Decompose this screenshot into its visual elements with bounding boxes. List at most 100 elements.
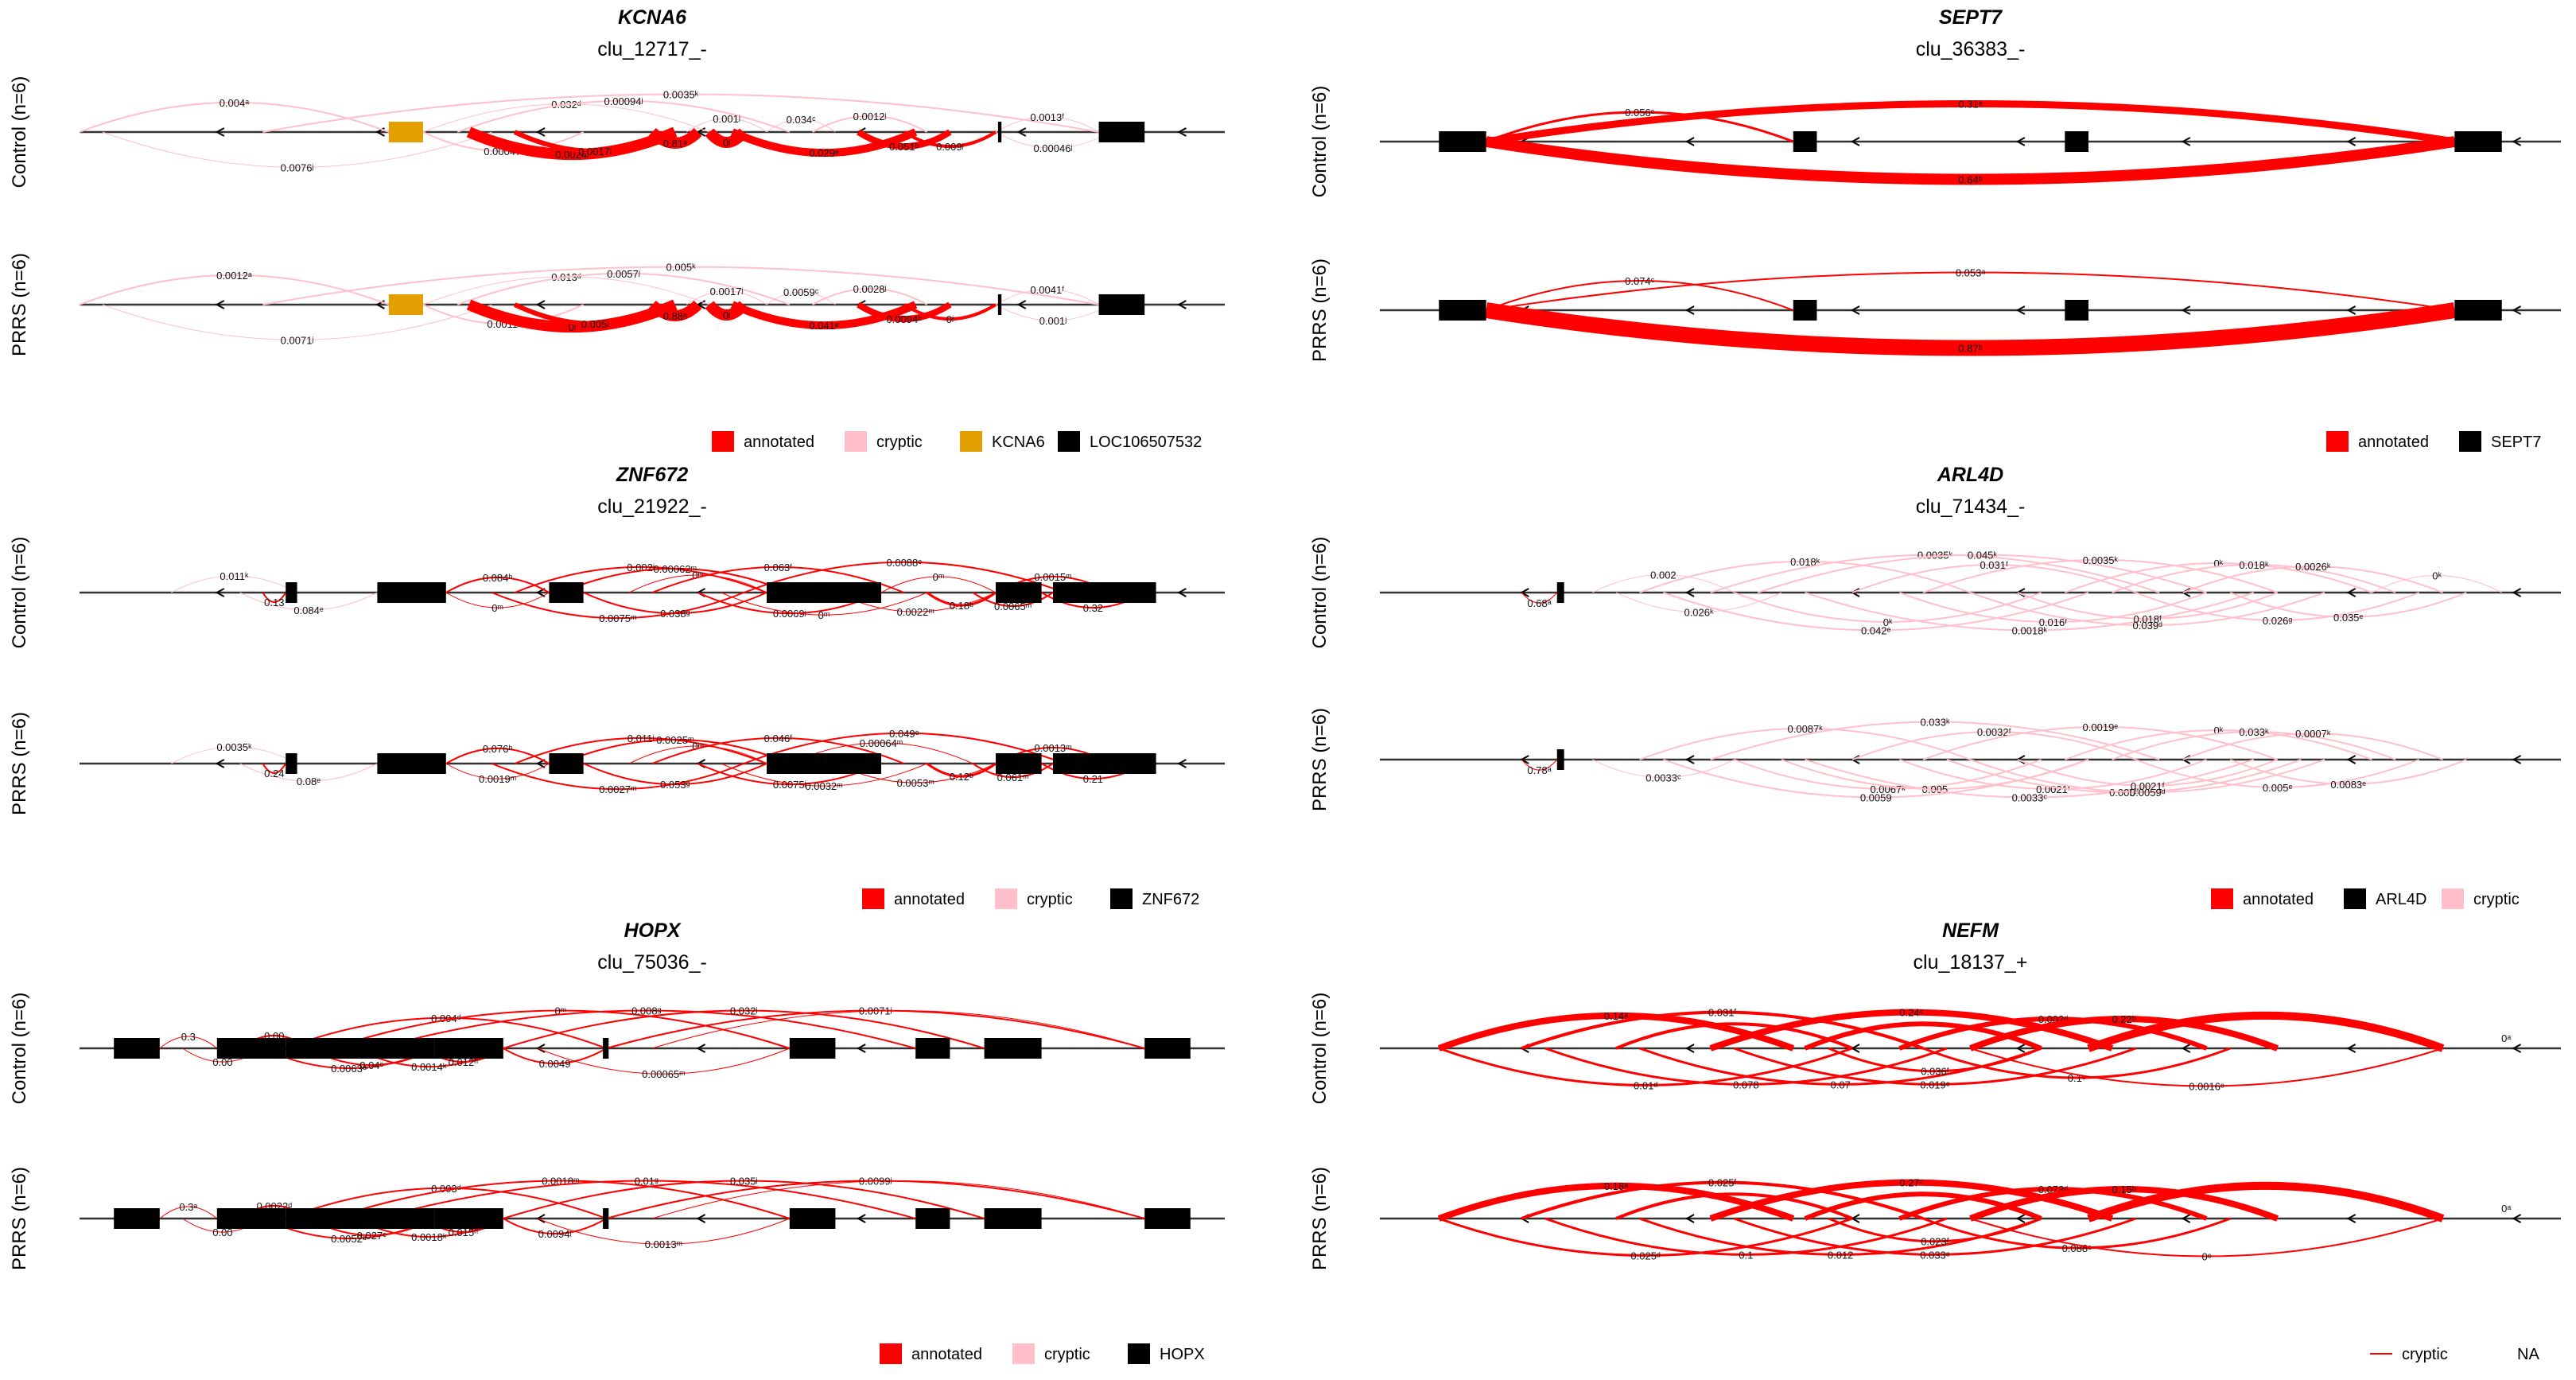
exon-block	[1110, 582, 1156, 603]
splice-junction-arc	[285, 1017, 607, 1049]
junction-label: 0.27ᶜ	[1899, 1177, 1923, 1189]
junction-label: 0.053ᵍ	[660, 779, 690, 791]
legend-label: cryptic	[876, 433, 923, 451]
splice-junction-arc	[2135, 592, 2420, 621]
exon-block	[286, 582, 297, 603]
exon-block	[1144, 1208, 1191, 1229]
legend-swatch	[2459, 431, 2481, 452]
splice-junction-arc	[903, 303, 997, 321]
strand-arrow	[1685, 1044, 1695, 1053]
splice-junction-arc	[2087, 1181, 2445, 1223]
junction-label: 0.01ᵍ	[635, 1176, 659, 1188]
splice-junction-arc	[686, 290, 767, 305]
splice-junction-arc	[1592, 759, 1735, 778]
splice-junction-arc	[514, 566, 767, 593]
junction-label: 0ʲ	[946, 313, 954, 325]
junction-label: 0.026ᵏ	[1684, 607, 1714, 619]
junction-label: 0.0018ᵏ	[2012, 625, 2048, 637]
legend-swatch	[880, 1343, 902, 1364]
strand-arrow	[2346, 1214, 2356, 1223]
splice-junction-arc	[1898, 1017, 2208, 1051]
row-label-control: Control (n=6)	[9, 993, 30, 1105]
strand-arrow	[1850, 305, 1860, 315]
splice-junction-arc	[170, 575, 297, 593]
splice-junction-arc	[651, 566, 905, 593]
legend-label: cryptic	[1044, 1346, 1090, 1363]
splice-junction-arc	[880, 576, 997, 593]
legend-swatch	[845, 431, 867, 452]
splice-junction-arc	[2087, 1011, 2445, 1052]
splice-junction-arc	[1639, 560, 1971, 593]
junction-label: 0.042ᵉ	[1861, 624, 1891, 636]
splice-junction-arc	[2112, 564, 2396, 593]
strand-arrow	[2512, 1214, 2522, 1223]
exon-block	[1793, 300, 1817, 321]
panel-cluster-title: clu_36383_-	[1916, 38, 2026, 60]
splice-junction-arc	[445, 576, 550, 593]
junction-label: 0.00094ʲ	[604, 95, 643, 107]
splice-junction-arc	[1898, 1187, 2208, 1221]
junction-label: 0.0019ᵐ	[479, 773, 516, 785]
splice-junction-arc	[503, 1048, 607, 1065]
junction-label: 0.033ᵉ	[1920, 1249, 1950, 1261]
exon-block	[2065, 131, 2088, 152]
splice-junction-arc	[721, 592, 927, 616]
strand-arrow	[2512, 1044, 2522, 1053]
junction-label: 0.00046ʲ	[1033, 142, 1072, 154]
junction-label: 0.0012ᵃ	[216, 270, 252, 282]
junction-label: 0.0059	[1860, 791, 1892, 803]
splice-junction-arc	[812, 115, 928, 133]
strand-arrow	[1685, 305, 1695, 315]
legend-label: NA	[2517, 1346, 2539, 1363]
splice-junction-arc	[995, 289, 1099, 305]
splice-junction-arc	[1486, 271, 2455, 311]
junction-label: 0.0019ᵉ	[2083, 721, 2119, 733]
splice-junction-arc	[648, 127, 702, 149]
strand-arrow	[1685, 137, 1695, 146]
splice-junction-arc	[1899, 592, 2207, 623]
exon-block	[1110, 753, 1156, 774]
junction-label: 0.074ᶜ	[1625, 275, 1655, 287]
splice-junction-arc	[445, 747, 550, 764]
legend-swatch	[960, 431, 982, 452]
splice-junction-arc	[651, 737, 905, 764]
junction-label: 0.041ᵉ	[809, 320, 839, 332]
splice-junction-arc	[2372, 575, 2502, 593]
splice-junction-arc	[1485, 302, 2456, 356]
junction-label: 0.0033ᶜ	[2012, 792, 2048, 804]
strand-arrow	[2015, 1214, 2026, 1223]
panel-cluster-title: clu_71434_-	[1916, 496, 2026, 518]
junction-label: 0ᵃ	[2501, 1032, 2511, 1044]
row-label-control: Control (n=6)	[9, 76, 30, 189]
junction-label: 0.0017ʲ	[578, 146, 612, 157]
junction-label: 0.0035ᵏ	[2083, 554, 2119, 566]
splice-junction-arc	[721, 763, 927, 787]
exon-block	[1556, 582, 1564, 603]
junction-label: 0.24	[264, 768, 284, 779]
strand-arrow	[1177, 300, 1187, 309]
exon-block	[996, 753, 1042, 774]
junction-label: 0.051ᵇ	[889, 141, 919, 153]
strand-arrow	[2512, 137, 2522, 146]
exon-block	[1098, 122, 1145, 142]
junction-label: 0ʲ	[723, 309, 730, 321]
splice-junction-arc	[857, 301, 952, 323]
junction-label: 0.0018ᵏ	[411, 1231, 447, 1243]
strand-arrow	[2181, 137, 2191, 146]
splice-junction-arc	[457, 99, 791, 133]
junction-label: 0.076ʰ	[483, 743, 513, 755]
junction-label: 0ʲ	[723, 137, 730, 149]
junction-label: 0.039ᵈ	[2133, 620, 2163, 632]
junction-label: 0.023ᶠ	[1921, 1236, 1949, 1248]
junction-label: 0.0028ʲ	[853, 283, 887, 295]
exon-block	[216, 1038, 286, 1059]
legend-swatch	[2211, 888, 2233, 909]
splice-junction-arc	[1969, 1186, 2279, 1222]
junction-label: 0.005	[1922, 783, 1949, 795]
junction-label: 0.87ᵇ	[1958, 343, 1982, 355]
row-label-prrs: PRRS (n=6)	[9, 1167, 30, 1270]
panel-gene-title: NEFM	[1942, 919, 1999, 942]
junction-label: 0.0035ᵏ	[216, 741, 252, 753]
junction-label: 0.0014ᵏ	[411, 1061, 447, 1073]
exon-block	[767, 582, 881, 603]
